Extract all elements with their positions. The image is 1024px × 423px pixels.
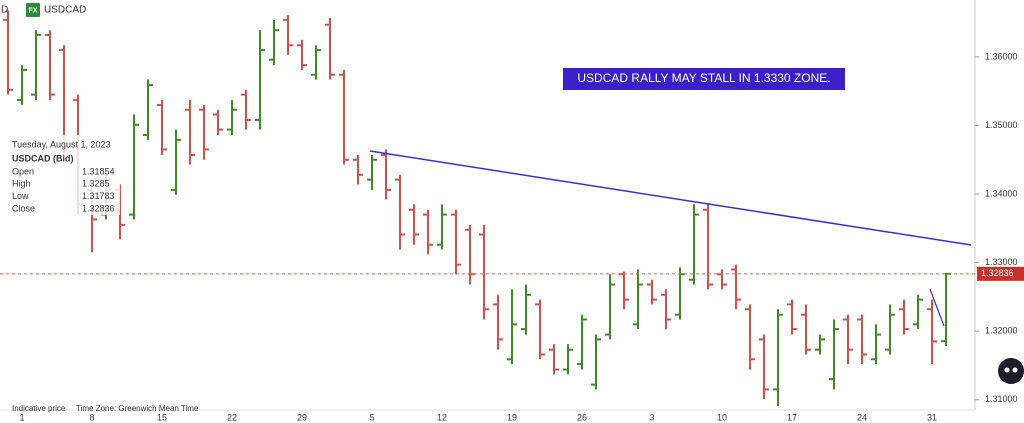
y-tick-label: 1.36000: [985, 51, 1018, 61]
symbol: USDCAD: [44, 5, 86, 16]
bars: [3, 10, 951, 406]
tooltip-label: Close: [12, 203, 35, 213]
last-price-tag: [977, 266, 1024, 281]
x-tick-label: 10: [717, 412, 727, 422]
annotation-box: [563, 68, 845, 90]
x-tick-label: 26: [577, 412, 587, 422]
icon-eye: [1012, 367, 1018, 373]
tooltip-symbol: USDCAD (Bid): [12, 153, 74, 163]
x-tick-label: 24: [857, 412, 867, 422]
annotation: USDCAD RALLY MAY STALL IN 1.3330 ZONE.: [577, 71, 830, 85]
last-price-label: 1.32836: [981, 268, 1014, 278]
footer-note: Indicative price: [12, 404, 66, 413]
x-tick-label: 12: [437, 412, 447, 422]
tooltip-value: 1.3285: [82, 179, 110, 189]
assistant-icon[interactable]: [998, 358, 1024, 384]
tooltip-label: Low: [12, 191, 29, 201]
x-tick-label: 29: [297, 412, 307, 422]
x-tick-label: 15: [157, 412, 167, 422]
y-tick-label: 1.35000: [985, 120, 1018, 130]
x-tick-label: 31: [927, 412, 937, 422]
tooltip-date: Tuesday, August 1, 2023: [12, 139, 111, 149]
tooltip-label: Open: [12, 166, 34, 176]
x-tick-label: 1: [19, 412, 24, 422]
fx-badge: [26, 3, 40, 17]
tooltip-rows: Open 1.31854 High 1.3285 Low 1.31783 Close 1.32…: [12, 166, 115, 213]
fx-badge-text: FX: [29, 7, 38, 14]
tooltip-box: [8, 135, 120, 215]
tooltip-value: 1.31783: [82, 191, 115, 201]
y-tick-label: 1.31000: [985, 394, 1018, 404]
tooltip-value: 1.31854: [82, 166, 115, 176]
icon-eye: [1004, 367, 1010, 373]
y-tick-label: 1.33000: [985, 257, 1018, 267]
y-tick-label: 1.32000: [985, 326, 1018, 336]
footer-timezone: Time Zone: Greenwich Mean Time: [76, 404, 199, 413]
x-tick-label: 8: [89, 412, 94, 422]
trend-line: [369, 150, 972, 246]
x-tick-label: 3: [649, 412, 654, 422]
x-tick-label: 22: [227, 412, 237, 422]
drawing-line: [929, 288, 945, 327]
tooltip-value: 1.32836: [82, 203, 115, 213]
timeframe: D: [1, 5, 8, 16]
x-tick-label: 5: [369, 412, 374, 422]
price-axis-bg: [975, 0, 1024, 423]
y-tick-label: 1.34000: [985, 188, 1018, 198]
x-tick-label: 19: [507, 412, 517, 422]
x-tick-label: 17: [787, 412, 797, 422]
tooltip-label: High: [12, 179, 31, 189]
